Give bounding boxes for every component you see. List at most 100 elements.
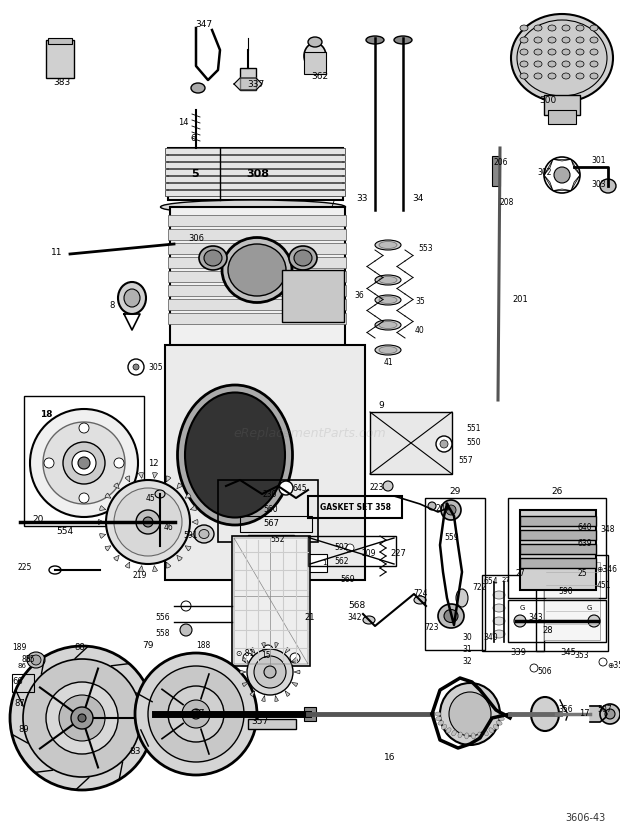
Wedge shape (242, 657, 249, 661)
Text: 568: 568 (348, 601, 365, 610)
Wedge shape (294, 671, 300, 674)
Text: 35: 35 (415, 298, 425, 307)
Ellipse shape (194, 525, 214, 543)
Ellipse shape (548, 49, 556, 55)
Ellipse shape (520, 25, 528, 31)
Ellipse shape (263, 645, 273, 655)
Polygon shape (544, 175, 553, 191)
Text: 724: 724 (413, 590, 428, 599)
Bar (170, 207, 345, 347)
Bar (48, 38, 72, 44)
Text: 204: 204 (435, 504, 449, 513)
Ellipse shape (590, 25, 598, 31)
Text: 21: 21 (304, 614, 314, 622)
Wedge shape (98, 520, 104, 525)
Text: 722: 722 (472, 584, 486, 592)
Ellipse shape (520, 61, 528, 67)
Bar (508, 498, 606, 598)
Ellipse shape (143, 517, 153, 527)
Ellipse shape (148, 666, 244, 762)
Ellipse shape (576, 49, 584, 55)
Text: 11: 11 (50, 248, 62, 257)
Ellipse shape (180, 624, 192, 636)
Wedge shape (177, 483, 182, 489)
Text: 83: 83 (129, 747, 141, 756)
Polygon shape (571, 175, 580, 191)
Bar (218, 480, 318, 542)
Ellipse shape (375, 275, 401, 285)
Text: GASKET SET 358: GASKET SET 358 (319, 503, 391, 511)
Ellipse shape (10, 646, 154, 790)
Text: 590: 590 (558, 587, 573, 596)
Ellipse shape (436, 716, 441, 721)
Text: 17: 17 (579, 710, 590, 719)
Ellipse shape (562, 49, 570, 55)
Ellipse shape (464, 733, 469, 739)
Ellipse shape (440, 683, 500, 745)
Wedge shape (153, 565, 157, 571)
Ellipse shape (204, 250, 222, 266)
Bar (232, 536, 310, 666)
Ellipse shape (493, 617, 505, 625)
Ellipse shape (548, 73, 556, 79)
Circle shape (554, 167, 570, 183)
Text: 569: 569 (340, 575, 355, 585)
Bar (308, 496, 402, 518)
Text: 223: 223 (370, 483, 384, 491)
Ellipse shape (534, 25, 542, 31)
Wedge shape (190, 534, 196, 539)
Bar (165, 183, 345, 189)
Text: 550: 550 (466, 438, 480, 446)
Bar (544, 562, 600, 640)
Text: 337: 337 (247, 79, 265, 88)
Bar (548, 110, 576, 124)
Text: 1: 1 (322, 560, 327, 566)
Text: 17: 17 (194, 710, 206, 719)
Ellipse shape (182, 700, 210, 728)
Ellipse shape (514, 615, 526, 627)
Wedge shape (275, 696, 278, 701)
Text: 348: 348 (600, 525, 614, 534)
Text: 654: 654 (483, 577, 498, 586)
Text: ⊙ 81: ⊙ 81 (236, 650, 254, 659)
Ellipse shape (181, 601, 191, 611)
Ellipse shape (562, 73, 570, 79)
Text: 89: 89 (19, 726, 29, 735)
Ellipse shape (289, 246, 317, 270)
Bar (168, 285, 346, 296)
Text: 40: 40 (415, 325, 425, 334)
Ellipse shape (375, 240, 401, 250)
Text: 36: 36 (354, 290, 364, 299)
Text: 12: 12 (148, 459, 159, 468)
Ellipse shape (471, 733, 476, 739)
Ellipse shape (576, 73, 584, 79)
Text: 339: 339 (510, 648, 526, 657)
Wedge shape (242, 682, 249, 686)
Ellipse shape (576, 37, 584, 43)
Ellipse shape (452, 731, 456, 736)
Ellipse shape (31, 655, 41, 665)
Bar (305, 554, 327, 572)
Text: 206: 206 (494, 158, 508, 167)
Text: 356: 356 (558, 706, 573, 715)
Text: 27: 27 (515, 570, 525, 579)
Ellipse shape (63, 442, 105, 484)
Ellipse shape (161, 200, 345, 214)
Text: 343: 343 (528, 614, 542, 622)
Ellipse shape (458, 732, 463, 738)
Text: eReplacementParts.com: eReplacementParts.com (234, 427, 386, 440)
Ellipse shape (531, 697, 559, 731)
Ellipse shape (498, 716, 504, 721)
Bar (165, 162, 345, 168)
Ellipse shape (177, 385, 293, 525)
Ellipse shape (247, 649, 293, 695)
Ellipse shape (78, 714, 86, 722)
Ellipse shape (605, 709, 615, 719)
Ellipse shape (534, 61, 542, 67)
Ellipse shape (493, 630, 505, 638)
Ellipse shape (520, 37, 528, 43)
Text: 507: 507 (597, 706, 611, 715)
Ellipse shape (255, 546, 269, 560)
Text: 3606-43: 3606-43 (565, 813, 606, 823)
Ellipse shape (375, 320, 401, 330)
